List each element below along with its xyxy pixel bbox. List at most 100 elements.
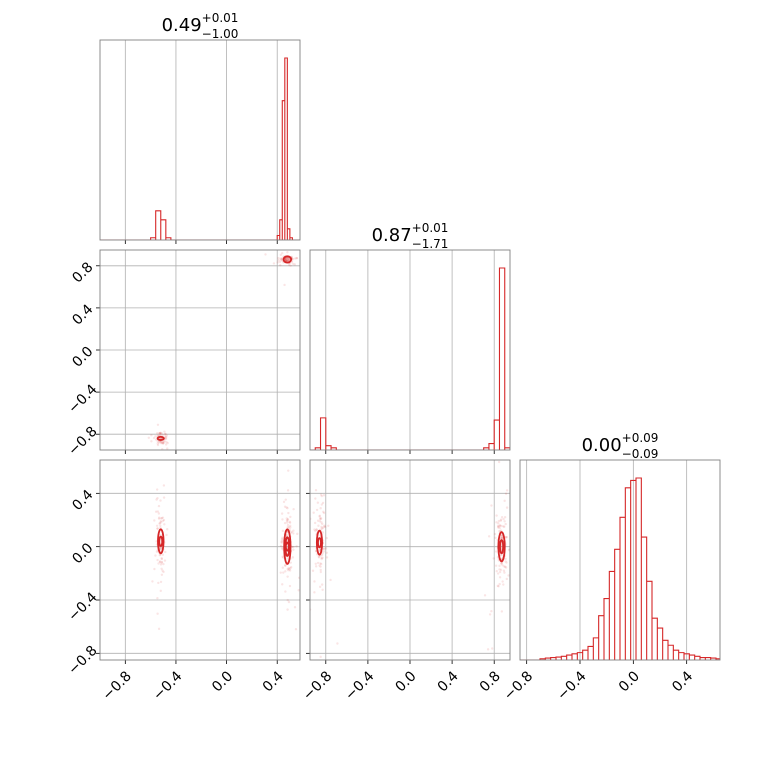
sample-point — [496, 526, 500, 529]
sample-point — [329, 578, 332, 582]
sample-point — [291, 556, 295, 559]
sample-point — [155, 550, 159, 554]
sample-point — [162, 496, 166, 499]
sample-point — [164, 436, 168, 439]
sample-point — [156, 442, 159, 445]
sample-point — [281, 566, 284, 569]
sample-point — [157, 562, 160, 565]
sample-point — [162, 570, 165, 574]
panel-frame — [309, 459, 511, 661]
sample-point — [503, 571, 506, 574]
y-tick-label: 0.0 — [69, 540, 96, 567]
sample-point — [319, 517, 323, 520]
sample-point — [159, 580, 163, 584]
sample-point — [317, 556, 321, 559]
sample-point — [286, 567, 289, 571]
panel-content — [520, 460, 720, 660]
sample-point — [319, 517, 322, 520]
y-tick-label: −0.4 — [65, 381, 100, 416]
panel-frame — [309, 249, 511, 451]
sample-point — [316, 519, 320, 522]
sample-point — [498, 582, 501, 586]
sample-point — [320, 525, 323, 529]
sample-point — [314, 529, 317, 533]
sample-point — [293, 263, 297, 266]
sample-point — [504, 522, 507, 526]
sample-point — [498, 524, 502, 528]
sample-point — [322, 547, 325, 551]
sample-point — [491, 647, 494, 650]
sample-point — [317, 555, 320, 558]
sample-point — [156, 527, 159, 530]
density-contour — [158, 535, 164, 547]
density-contour — [317, 537, 322, 549]
sample-point — [505, 535, 509, 539]
sample-point — [154, 435, 157, 438]
sample-point — [281, 555, 284, 559]
sample-point — [279, 253, 283, 257]
sample-point — [505, 561, 508, 564]
title-plus-error: +0.09 — [622, 431, 659, 445]
sample-point — [165, 434, 169, 437]
sample-point — [323, 455, 325, 457]
sample-point — [319, 565, 322, 568]
x-tick-label: 0.8 — [477, 668, 504, 695]
sample-point — [282, 571, 285, 574]
panel-frame — [99, 39, 301, 241]
sample-point — [486, 648, 490, 651]
sample-point — [495, 569, 498, 573]
sample-point — [158, 521, 162, 525]
x-tick-label: 0.0 — [616, 668, 643, 695]
sample-point — [281, 529, 285, 533]
sample-point — [494, 536, 497, 540]
sample-point — [313, 528, 316, 531]
sample-point — [500, 536, 503, 540]
sample-point — [314, 488, 318, 492]
sample-point — [164, 436, 167, 439]
title-minus-error: −0.09 — [622, 447, 659, 461]
sample-point — [156, 596, 159, 600]
sample-point — [500, 610, 504, 613]
density-contour — [157, 528, 165, 555]
sample-point — [159, 440, 162, 443]
sample-point — [324, 547, 328, 550]
sample-point — [321, 588, 324, 591]
sample-point — [165, 440, 168, 444]
sample-point — [319, 507, 322, 510]
sample-point — [498, 526, 501, 530]
sample-point — [321, 556, 324, 560]
title-median: 0.87 — [372, 225, 412, 246]
panel-scatter-1-2 — [306, 455, 511, 664]
sample-point — [500, 533, 503, 537]
sample-point — [159, 533, 163, 537]
sample-point — [279, 257, 282, 260]
sample-point — [286, 608, 289, 611]
sample-point — [322, 547, 326, 550]
sample-point — [318, 514, 322, 518]
sample-point — [293, 606, 297, 609]
sample-point — [157, 627, 161, 631]
sample-point — [288, 569, 292, 572]
sample-point — [287, 511, 290, 515]
sample-point — [321, 522, 324, 526]
sample-point — [286, 256, 289, 260]
sample-point — [147, 436, 151, 440]
sample-point — [163, 439, 166, 443]
sample-point — [160, 561, 163, 564]
parameter-title: 0.00+0.09 — [582, 431, 659, 456]
sample-point — [318, 520, 322, 523]
sample-point — [280, 512, 284, 515]
sample-point — [292, 529, 295, 532]
sample-point — [504, 560, 507, 563]
sample-point — [292, 548, 295, 552]
sample-point — [321, 552, 324, 555]
sample-point — [156, 434, 159, 437]
sample-point — [294, 628, 298, 631]
sample-point — [151, 580, 154, 583]
title-median: 0.00 — [582, 435, 622, 456]
sample-point — [504, 557, 507, 561]
parameter-title: 0.49+0.01 — [162, 11, 239, 36]
sample-point — [156, 496, 159, 500]
sample-point — [152, 436, 156, 440]
sample-point — [505, 506, 509, 509]
